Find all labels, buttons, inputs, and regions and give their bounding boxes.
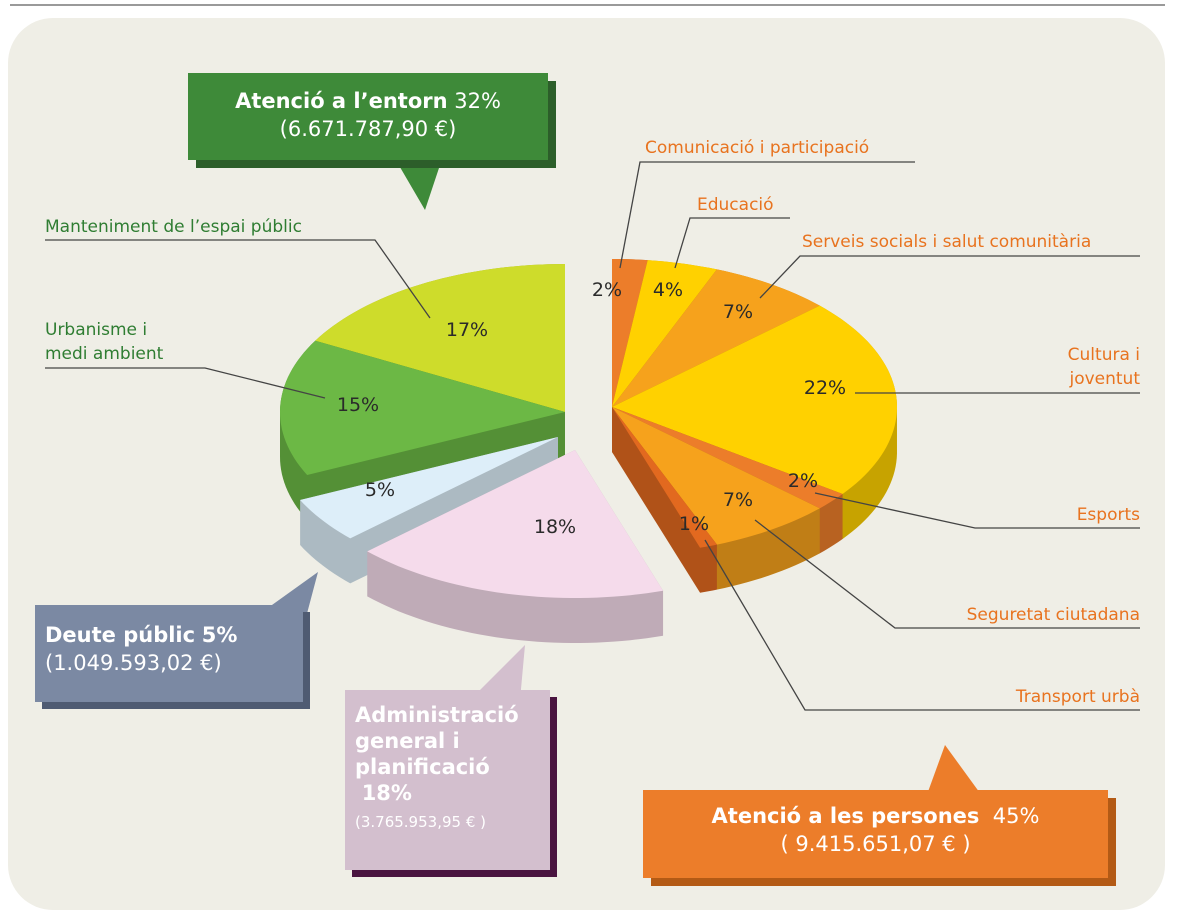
leader-line (45, 367, 326, 399)
box-tail (925, 745, 985, 800)
panel (8, 18, 1165, 910)
slice (612, 305, 897, 494)
category-label: Transport urbà (1015, 687, 1140, 707)
slice-side (300, 437, 558, 584)
group-amount: ( 9.415.651,07 € ) (780, 832, 971, 856)
group-box: Deute públic 5% (1.049.593,02 €) (35, 605, 303, 702)
leader-line (754, 519, 1140, 629)
group-amount: (3.765.953,95 € ) (355, 813, 486, 831)
leader-line (759, 255, 1140, 299)
group-amount: (1.049.593,02 €) (45, 651, 222, 675)
value-label: 2% (591, 279, 623, 301)
value-label: 5% (364, 479, 396, 501)
category-label: Urbanisme i medi ambient (45, 320, 164, 364)
value-label: 4% (652, 279, 684, 301)
group-label: 45% (992, 804, 1040, 828)
value-label: 7% (722, 301, 754, 323)
leader-line (704, 539, 1140, 711)
leader-line (674, 217, 790, 269)
category-label: Comunicació i participació (645, 138, 870, 158)
slice (300, 437, 558, 539)
value-label: 17% (445, 319, 489, 341)
group-label: 32% (454, 89, 501, 113)
value-label: 18% (533, 516, 577, 538)
value-label: 15% (336, 394, 380, 416)
box-tail (390, 150, 445, 210)
slice (612, 259, 648, 407)
value-label: 22% (803, 377, 847, 399)
category-label: Serveis socials i salut comunitària (802, 232, 1092, 252)
category-label: Educació (697, 195, 774, 215)
leader-line (619, 161, 915, 269)
slice (612, 407, 717, 548)
category-label: Seguretat ciutadana (966, 605, 1140, 625)
box-tail (470, 645, 525, 700)
slice (612, 407, 843, 509)
slice (367, 450, 664, 598)
group-name: Atenció a les persones (711, 804, 980, 828)
value-label: 1% (678, 513, 710, 535)
group-box: Atenció a les persones 45% ( 9.415.651,0… (643, 790, 1108, 878)
slice-side (612, 407, 717, 593)
group-label: 18% (361, 781, 412, 805)
slice (612, 407, 820, 545)
group-name: Deute públic (45, 623, 196, 647)
group-amount: (6.671.787,90 €) (279, 117, 457, 141)
leader-line (814, 492, 1140, 529)
category-label: Manteniment de l’espai públic (45, 217, 302, 237)
value-label: 7% (722, 489, 754, 511)
slice (612, 269, 820, 407)
group-box: Administració general i planificació 18%… (345, 690, 550, 870)
group-label: 5% (201, 623, 238, 647)
slice (612, 260, 717, 407)
slice (280, 340, 565, 476)
leader-line (45, 239, 431, 319)
value-label: 2% (787, 470, 819, 492)
group-box: Atenció a l’entorn 32% (6.671.787,90 €) (188, 73, 548, 160)
category-label: Cultura i joventut (1067, 345, 1140, 389)
group-name: Administració general i planificació (355, 703, 519, 779)
category-label: Esports (1076, 505, 1140, 525)
slice (315, 264, 565, 412)
group-name: Atenció a l’entorn (235, 89, 448, 113)
